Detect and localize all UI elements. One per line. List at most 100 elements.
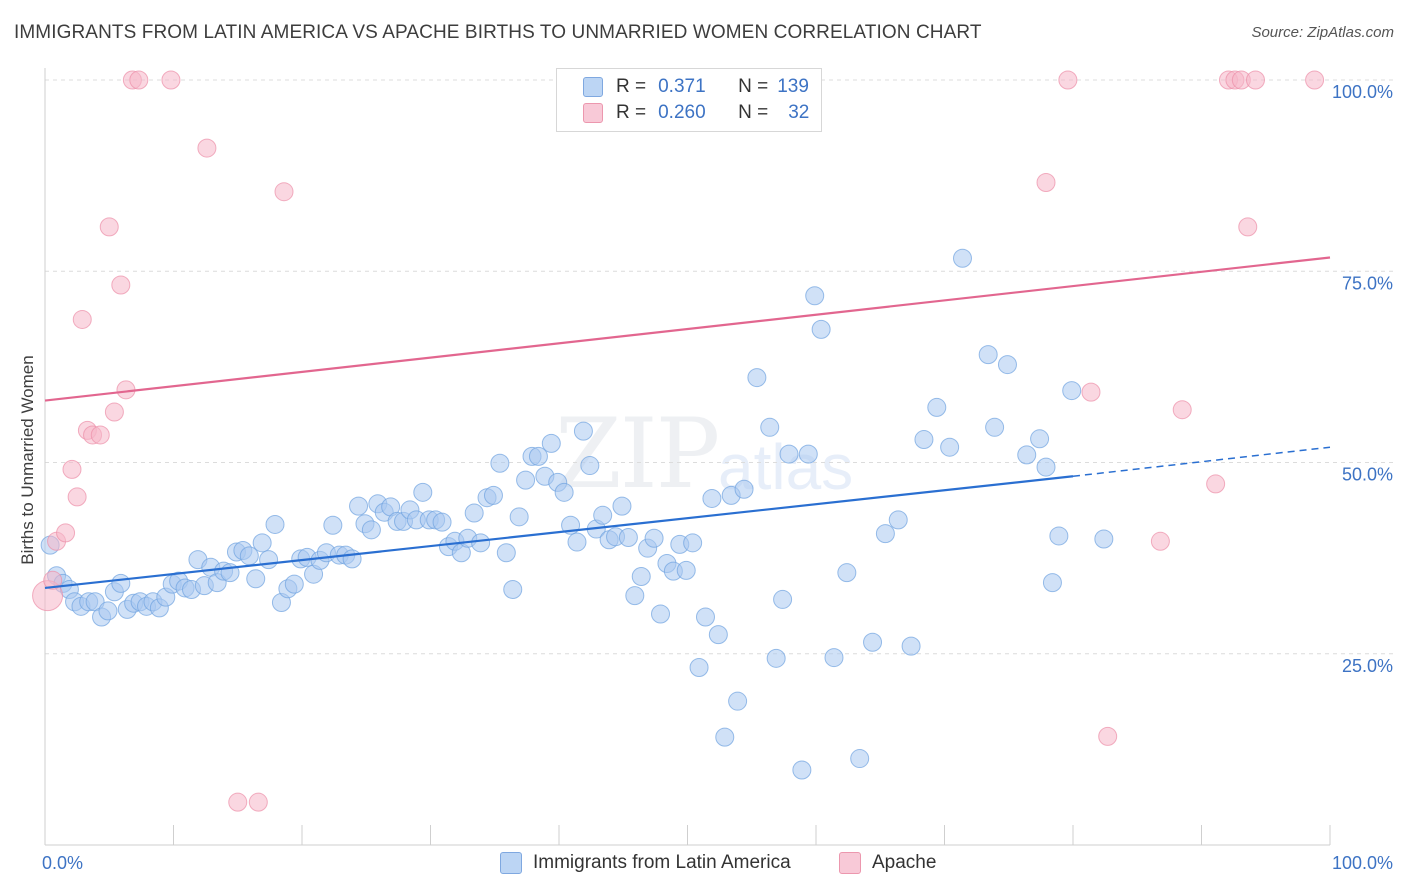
legend-r-value: 0.371 (658, 76, 706, 97)
latin-america-point (798, 444, 818, 464)
apache-point (1098, 726, 1118, 746)
y-tick-label: 100.0% (1332, 82, 1393, 102)
legend-swatch-pink (583, 103, 603, 123)
latin-america-point (625, 586, 645, 606)
apache-point (274, 182, 294, 202)
latin-america-point (888, 510, 908, 530)
latin-america-point (342, 549, 362, 569)
latin-america-point (567, 532, 587, 552)
latin-america-point (323, 515, 343, 535)
latin-america-point (805, 286, 825, 306)
legend-n-label: N = (738, 102, 769, 123)
apache-point (111, 275, 131, 295)
latin-america-point (111, 573, 131, 593)
latin-america-point (593, 505, 613, 525)
latin-america-point (715, 727, 735, 747)
latin-america-point (1062, 381, 1082, 401)
apache-point (56, 523, 76, 543)
latin-america-point (927, 397, 947, 417)
apache-point (1238, 217, 1258, 237)
apache-point (228, 792, 248, 812)
legend-r-label: R = (616, 102, 647, 123)
latin-america-point (349, 496, 369, 516)
latin-america-point (413, 482, 433, 502)
y-tick-label: 75.0% (1342, 273, 1393, 293)
latin-america-point (246, 569, 266, 589)
latin-america-point (265, 514, 285, 534)
latin-america-point (773, 589, 793, 609)
latin-america-point (432, 512, 452, 532)
latin-america-trend-line (44, 475, 1074, 590)
latin-america-point (644, 528, 664, 548)
latin-america-point (940, 437, 960, 457)
latin-america-point (1036, 457, 1056, 477)
apache-point (1150, 531, 1170, 551)
chart-title: IMMIGRANTS FROM LATIN AMERICA VS APACHE … (14, 22, 982, 43)
latin-america-point (1030, 429, 1050, 449)
latin-america-point (766, 648, 786, 668)
apache-point (1172, 400, 1192, 420)
latin-america-point (361, 520, 381, 540)
latin-america-point (747, 368, 767, 388)
bottom-legend-swatch-blue (500, 852, 522, 874)
legend-r-label: R = (616, 76, 647, 97)
apache-point (1058, 70, 1078, 90)
latin-america-point (483, 485, 503, 505)
latin-america-point (651, 604, 671, 624)
latin-america-point (728, 691, 748, 711)
latin-america-point (631, 566, 651, 586)
latin-america-point (875, 524, 895, 544)
bottom-legend-latin-america: Immigrants from Latin America (500, 852, 791, 874)
bottom-legend-swatch-pink (839, 852, 861, 874)
latin-america-point (618, 527, 638, 547)
apache-point (90, 425, 110, 445)
latin-america-point (760, 417, 780, 437)
apache-point (62, 459, 82, 479)
latin-america-point (708, 625, 728, 645)
apache-point (1206, 474, 1226, 494)
apache-point (1036, 173, 1056, 193)
source-label: Source: ZipAtlas.com (1251, 24, 1394, 41)
apache-point (161, 70, 181, 90)
latin-america-point (824, 648, 844, 668)
latin-america-point (695, 607, 715, 627)
latin-america-point (914, 430, 934, 450)
bottom-legend-label: Apache (872, 852, 937, 873)
latin-america-point (702, 488, 722, 508)
legend-n-value: 32 (788, 102, 810, 123)
legend-swatch-blue (583, 77, 603, 97)
latin-america-point (1094, 529, 1114, 549)
latin-america-point (837, 563, 857, 583)
latin-america-point (985, 417, 1005, 437)
latin-america-point (464, 503, 484, 523)
latin-america-point (284, 574, 304, 594)
latin-america-point (503, 579, 523, 599)
latin-america-point (1017, 445, 1037, 465)
latin-america-point (573, 421, 593, 441)
latin-america-point (952, 248, 972, 268)
latin-america-point (1049, 526, 1069, 546)
latin-america-point (811, 319, 831, 339)
y-tick-label: 50.0% (1342, 465, 1393, 485)
apache-point (129, 70, 149, 90)
legend-row-apache: R = 0.260 N = 32 (583, 101, 809, 125)
latin-america-point (580, 456, 600, 476)
x-tick-label: 0.0% (42, 853, 83, 873)
bottom-legend-label: Immigrants from Latin America (533, 852, 791, 873)
latin-america-point (516, 470, 536, 490)
apache-trend-line (44, 256, 1331, 402)
apache-point (43, 570, 63, 590)
latin-america-point (1042, 573, 1062, 593)
legend-n-value: 139 (777, 76, 809, 97)
x-tick-label: 100.0% (1332, 853, 1393, 873)
latin-america-point (471, 533, 491, 553)
latin-america-point (792, 760, 812, 780)
apache-point (1081, 382, 1101, 402)
latin-america-trend-extension (1072, 446, 1331, 478)
legend-row-latin-america: R = 0.371 N = 139 (583, 75, 809, 99)
latin-america-point (496, 543, 516, 563)
latin-america-point (554, 482, 574, 502)
apache-point (67, 487, 87, 507)
correlation-legend: R = 0.371 N = 139 R = 0.260 N = 32 (556, 68, 822, 132)
